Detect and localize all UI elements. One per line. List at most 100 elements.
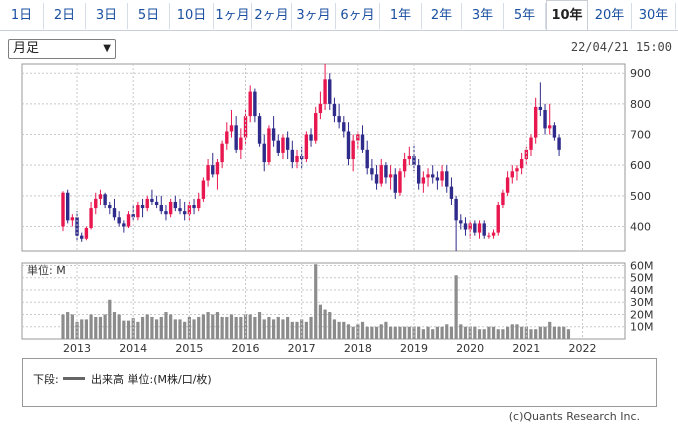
volume-bar [323, 309, 327, 339]
legend-volume-text: 出来高 単位:(M株/口/枚) [91, 373, 212, 386]
candle-body [473, 223, 477, 233]
tab-4[interactable]: 5日 [128, 3, 170, 29]
tab-11[interactable]: 2年 [422, 3, 462, 29]
volume-bar [122, 320, 126, 339]
candle-body [445, 171, 449, 187]
candle-body [491, 232, 496, 236]
candle-body [159, 205, 163, 212]
volume-bar [103, 314, 107, 339]
volume-bar [342, 321, 346, 339]
volume-bar [80, 319, 84, 339]
volume-bar [112, 312, 117, 339]
candle-body [131, 214, 135, 218]
volume-bar [379, 324, 383, 339]
candle-body [309, 134, 313, 141]
tab-divider [0, 30, 678, 31]
volume-bar [529, 329, 533, 339]
volume-bar [506, 326, 510, 339]
candle-body [533, 106, 538, 138]
year-tick-label: 2016 [232, 342, 260, 355]
volume-bar [538, 326, 542, 339]
volume-bar [84, 319, 88, 339]
candle-body [126, 214, 131, 227]
volume-bar [253, 316, 257, 339]
tab-2[interactable]: 2日 [44, 3, 86, 29]
volume-bar [178, 319, 182, 339]
tab-5[interactable]: 10日 [170, 3, 214, 29]
candle-body [267, 128, 271, 163]
volume-bar [300, 319, 304, 339]
candle-body [285, 137, 290, 150]
volume-bar [337, 321, 341, 339]
candle-body [61, 192, 65, 227]
year-tick-label: 2020 [456, 342, 484, 355]
volume-bar [365, 326, 369, 339]
interval-select[interactable]: 月足 ▼ [8, 39, 116, 59]
tab-14[interactable]: 10年 [546, 0, 588, 31]
volume-bar [534, 329, 538, 339]
candle-body [197, 198, 201, 209]
candle-body [211, 165, 215, 175]
year-tick-label: 2013 [63, 342, 91, 355]
candle-body [89, 208, 93, 229]
volume-bar [445, 324, 449, 339]
volume-bar [482, 329, 486, 339]
volume-bar [566, 329, 571, 339]
volume-bar [248, 314, 252, 339]
price-tick-label: 500 [630, 190, 651, 203]
candle-body [225, 131, 229, 144]
volume-bar [140, 316, 145, 339]
candle-body [374, 174, 379, 184]
chevron-down-icon: ▼ [103, 43, 111, 54]
volume-bar [417, 326, 421, 339]
tab-3[interactable]: 3日 [86, 3, 128, 29]
tab-16[interactable]: 30年 [632, 3, 676, 29]
tab-8[interactable]: 3ヶ月 [292, 3, 336, 29]
candle-body [201, 180, 206, 199]
candle-body [454, 198, 458, 221]
volume-bar [407, 326, 411, 339]
volume-bar [374, 326, 379, 339]
tab-12[interactable]: 3年 [462, 3, 504, 29]
candle-body [501, 192, 505, 206]
volume-bar [276, 316, 280, 339]
candle-body [257, 116, 262, 144]
tab-7[interactable]: 2ヶ月 [252, 3, 292, 29]
tab-15[interactable]: 20年 [588, 3, 632, 29]
volume-bar [173, 319, 177, 339]
candle-body [281, 137, 285, 153]
candle-body [154, 201, 159, 206]
volume-bar [206, 312, 210, 339]
price-tick-label: 800 [630, 98, 651, 111]
candle-body [276, 140, 280, 153]
tab-13[interactable]: 5年 [504, 3, 546, 29]
volume-bar [75, 321, 79, 339]
tab-9[interactable]: 6ヶ月 [336, 3, 380, 29]
volume-bar [197, 316, 201, 339]
year-tick-label: 2018 [344, 342, 372, 355]
volume-tick-label: 10M [630, 321, 654, 334]
volume-bar [290, 321, 294, 339]
volume-bar [94, 316, 98, 339]
volume-unit-label: 単位: M [27, 263, 66, 277]
tab-10[interactable]: 1年 [380, 3, 422, 29]
tab-6[interactable]: 1ヶ月 [214, 3, 252, 29]
tab-1[interactable]: 1日 [0, 3, 44, 29]
volume-tick-label: 50M [630, 272, 654, 285]
volume-bar [155, 319, 159, 339]
volume-bar [473, 326, 477, 339]
volume-bar [557, 326, 561, 339]
volume-bar [66, 312, 70, 339]
candle-body [440, 171, 444, 181]
volume-bar [234, 316, 238, 339]
candle-body [477, 223, 482, 233]
candle-body [337, 116, 341, 123]
volume-bar [520, 326, 524, 339]
volume-bar [145, 314, 149, 339]
volume-bar [126, 320, 131, 339]
candle-body [557, 137, 561, 150]
candle-body [117, 217, 121, 224]
volume-bar [435, 326, 439, 339]
candle-body [173, 201, 178, 209]
volume-bar [548, 321, 552, 339]
